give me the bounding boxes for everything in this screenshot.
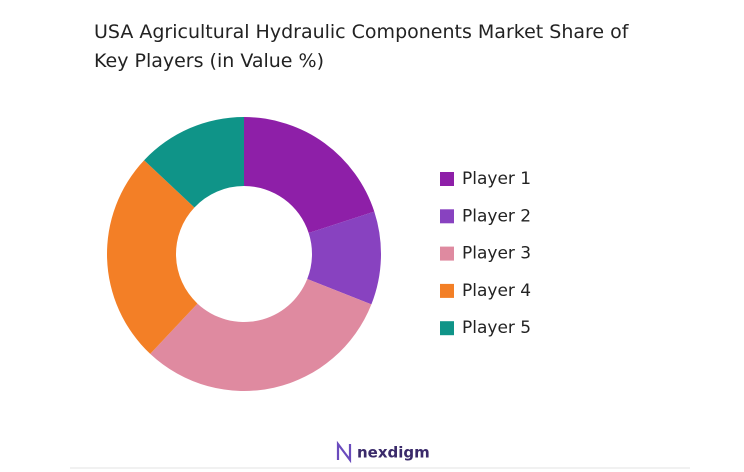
donut-slice <box>144 117 244 208</box>
chart-title: USA Agricultural Hydraulic Components Ma… <box>94 21 629 72</box>
brand-logo: nexdigm <box>336 440 430 464</box>
brand-name: nexdigm <box>357 444 430 462</box>
legend-swatch <box>440 172 454 186</box>
legend-label: Player 4 <box>462 281 531 301</box>
legend-label: Player 3 <box>462 244 531 264</box>
legend-swatch <box>440 209 454 224</box>
donut-slice <box>244 117 375 233</box>
legend-label: Player 2 <box>462 206 531 226</box>
donut-slice <box>150 279 372 391</box>
brand-icon <box>336 440 352 464</box>
donut-slice <box>307 211 381 305</box>
legend-label: Player 1 <box>462 169 531 189</box>
legend-label: Player 5 <box>462 318 531 338</box>
legend-swatch <box>440 321 454 336</box>
legend-swatch <box>440 283 454 298</box>
donut-slice <box>107 160 198 354</box>
legend-swatch <box>440 246 454 261</box>
